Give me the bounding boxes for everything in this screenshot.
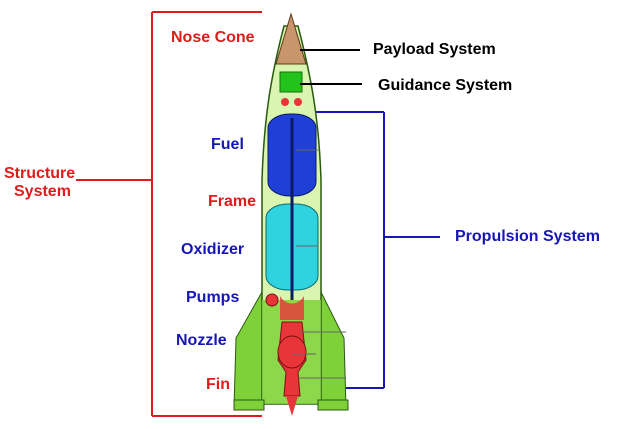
label-fin: Fin: [206, 376, 230, 393]
pumps: [265, 293, 279, 307]
structure-bracket: [76, 11, 262, 417]
leader-lines: [292, 149, 346, 379]
label-frame: Frame: [208, 193, 257, 210]
label-pumps: Pumps: [186, 289, 240, 306]
right-fin: [320, 291, 347, 409]
guidance-compartment: [279, 71, 303, 93]
label-fuel: Fuel: [211, 136, 244, 153]
label-guidance-system: Guidance System: [378, 77, 513, 94]
label-nozzle: Nozzle: [176, 332, 227, 349]
payload-warhead: [275, 12, 307, 65]
label-payload-system: Payload System: [373, 41, 496, 58]
black-leaders: [300, 49, 362, 85]
propulsion-bracket: [306, 111, 440, 389]
label-propulsion-system: Propulsion System: [455, 228, 600, 245]
label-structure-line1: Structure: [4, 165, 76, 182]
label-structure-line2: System: [14, 183, 71, 200]
label-oxidizer: Oxidizer: [181, 241, 245, 258]
label-nose-cone: Nose Cone: [171, 29, 255, 46]
left-fin: [233, 290, 263, 409]
rocket: [233, 12, 349, 416]
